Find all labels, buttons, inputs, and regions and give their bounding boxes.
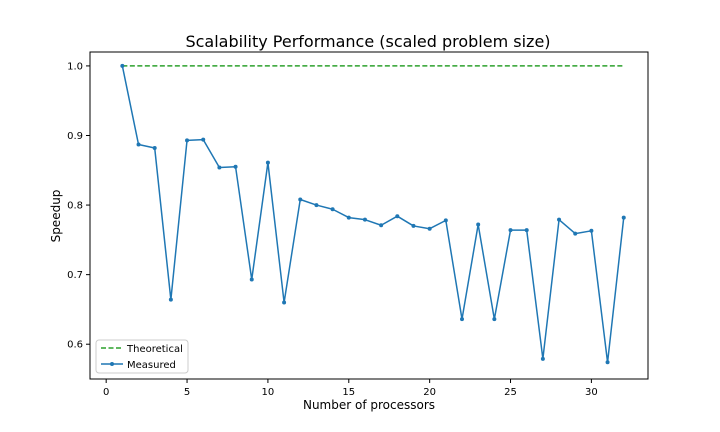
data-point-measured [265, 160, 270, 165]
data-point-measured [201, 137, 206, 142]
x-tick-label: 25 [504, 387, 517, 398]
legend: Theoretical Measured [95, 339, 189, 374]
legend-label-measured: Measured [127, 360, 176, 371]
x-tick-label: 20 [423, 387, 436, 398]
series-layer [120, 63, 626, 365]
data-point-measured [217, 165, 222, 170]
data-point-measured [508, 228, 513, 233]
data-point-measured [298, 197, 303, 202]
x-axis-label: Number of processors [303, 398, 435, 412]
y-tick-label: 0.7 [67, 270, 83, 281]
data-point-measured [120, 63, 125, 68]
data-point-measured [443, 218, 448, 223]
x-tick-label: 30 [585, 387, 598, 398]
data-point-measured [185, 138, 190, 143]
data-point-measured [460, 317, 464, 322]
data-point-measured [476, 222, 481, 227]
x-tick-label: 0 [103, 387, 109, 398]
data-point-measured [621, 215, 626, 220]
data-point-measured [330, 207, 335, 212]
data-point-measured [411, 223, 416, 228]
data-point-measured [152, 146, 157, 151]
data-point-measured [314, 203, 319, 208]
data-point-measured [136, 142, 141, 147]
data-point-measured [557, 217, 562, 222]
data-point-measured [492, 317, 497, 322]
chart-title: Scalability Performance (scaled problem … [185, 32, 550, 51]
data-point-measured [573, 231, 578, 236]
x-tick-label: 15 [342, 387, 355, 398]
data-point-measured [589, 228, 594, 233]
data-point-measured [395, 214, 400, 219]
y-axis-label: Speedup [49, 190, 63, 243]
legend-marker-measured [110, 362, 114, 366]
y-tick-label: 0.9 [67, 131, 83, 142]
data-point-measured [282, 300, 287, 305]
y-tick-label: 0.8 [67, 201, 83, 212]
x-axis: 0 5 10 15 20 25 30 [103, 379, 598, 398]
legend-label-theoretical: Theoretical [126, 344, 183, 355]
x-tick-label: 5 [184, 387, 190, 398]
data-point-measured [233, 164, 238, 169]
data-point-measured [524, 228, 529, 233]
data-point-measured [427, 226, 432, 231]
data-point-measured [346, 215, 351, 220]
data-point-measured [249, 277, 254, 282]
y-tick-label: 1.0 [67, 61, 83, 72]
y-tick-label: 0.6 [67, 340, 83, 351]
data-point-measured [605, 360, 610, 365]
data-point-measured [540, 356, 545, 361]
x-tick-label: 10 [262, 387, 275, 398]
data-point-measured [362, 217, 367, 222]
data-point-measured [379, 223, 384, 228]
plot-area [89, 51, 649, 380]
data-point-measured [168, 297, 173, 302]
series-line-measured [121, 65, 625, 364]
y-axis: 0.6 0.7 0.8 0.9 1.0 [67, 61, 90, 351]
